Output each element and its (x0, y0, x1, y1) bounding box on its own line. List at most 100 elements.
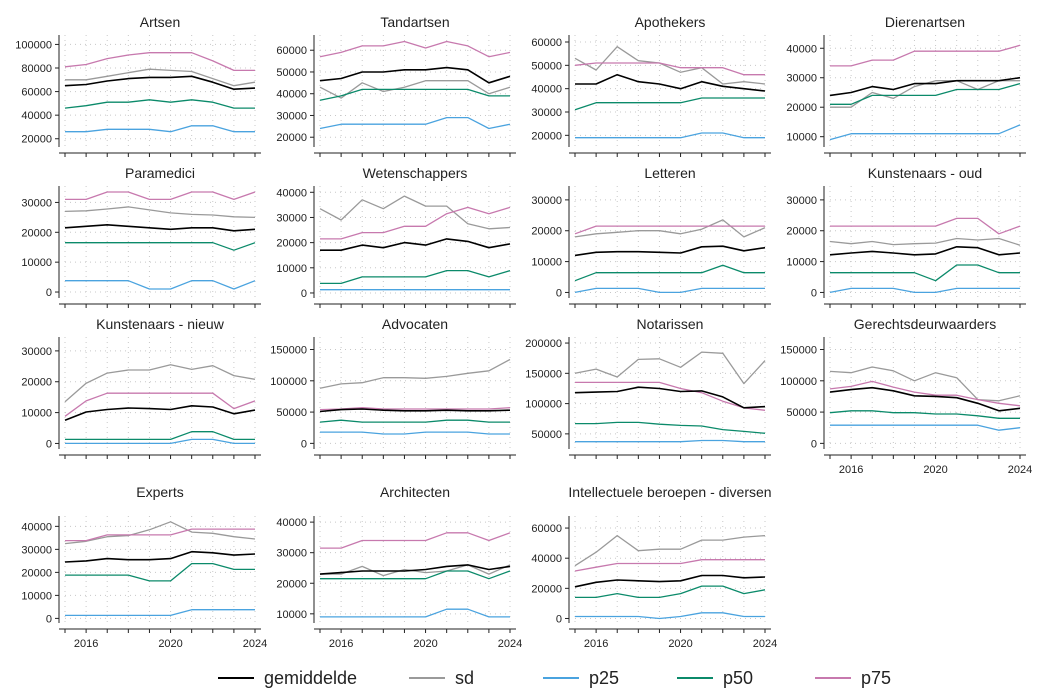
series-line-sd (64, 521, 256, 545)
x-tick-label: 2020 (158, 638, 182, 650)
y-tick-label: 0 (811, 287, 817, 299)
x-tick-label: 2016 (329, 638, 353, 650)
series-line-p50 (64, 99, 255, 109)
y-tick-label: 20000 (531, 583, 562, 595)
series-line-p75 (319, 40, 511, 58)
series-line-p50 (574, 97, 765, 111)
series-line-gemiddelde (829, 76, 1021, 97)
series-line-gemiddelde (64, 404, 256, 422)
panel-title: Experts (136, 484, 183, 500)
series-line-p75 (320, 532, 511, 549)
y-tick-label: 0 (46, 287, 52, 299)
series-line-p50 (575, 585, 766, 599)
panel-intellectuele-beroepen-diversen: Intellectuele beroepen - diversen 0 20000 4… (531, 484, 777, 650)
y-tick-label: 150000 (525, 368, 562, 380)
panel-title: Kunstenaars - oud (868, 165, 982, 181)
y-tick-label: 50000 (276, 407, 307, 419)
y-tick-label: 20000 (21, 377, 52, 389)
y-tick-label: 100000 (525, 399, 562, 411)
panel-architecten: Architecten 10000 20000 30000 40000 2016 2020 2… (276, 484, 522, 650)
series-line-p25 (65, 125, 255, 133)
panel-title: Dierenartsen (885, 14, 965, 30)
legend-item-p50: p50 (677, 668, 753, 688)
series-line-p75 (574, 62, 765, 76)
y-tick-label: 20000 (786, 102, 817, 114)
y-tick-label: 0 (811, 438, 817, 450)
series-line-p75 (574, 559, 765, 572)
series-line-p75 (575, 381, 766, 411)
panel-apothekers: Apothekers 20000 30000 40000 50000 60000 (531, 14, 771, 157)
panel-title: Kunstenaars - nieuw (96, 316, 225, 332)
series-line-p25 (65, 438, 255, 445)
series-line-gemiddelde (829, 386, 1021, 412)
series-line-p75 (574, 225, 765, 235)
series-line-p75 (64, 392, 256, 417)
x-tick-label: 2024 (1008, 464, 1032, 476)
legend-item-sd: sd (409, 668, 474, 688)
series-line-p50 (65, 562, 255, 582)
y-tick-label: 40000 (21, 110, 52, 122)
series-line-sd (65, 68, 256, 87)
series-line-p50 (320, 269, 511, 285)
y-tick-label: 60000 (276, 45, 307, 57)
panel-wetenschappers: Wetenschappers 0 10000 20000 30000 40000 (276, 165, 516, 308)
panel-paramedici: Paramedici 0 10000 20000 30000 (21, 165, 261, 308)
series-line-p25 (575, 132, 765, 139)
legend-item-gemiddelde: gemiddelde (218, 668, 357, 688)
series-line-gemiddelde (64, 224, 256, 232)
series-line-p75 (319, 407, 511, 411)
y-tick-label: 150000 (270, 345, 307, 357)
series-line-gemiddelde (319, 564, 511, 575)
y-tick-label: 40000 (786, 43, 817, 55)
series-line-p75 (64, 52, 255, 72)
y-tick-label: 30000 (21, 346, 52, 358)
y-tick-label: 20000 (276, 238, 307, 250)
series-line-gemiddelde (320, 238, 511, 251)
y-tick-label: 30000 (786, 195, 817, 207)
series-line-p50 (830, 264, 1020, 282)
y-tick-label: 10000 (21, 257, 52, 269)
series-line-sd (829, 366, 1021, 402)
series-line-gemiddelde (64, 550, 256, 563)
panel-title: Paramedici (125, 165, 195, 181)
y-tick-label: 50000 (786, 407, 817, 419)
series-line-sd (64, 364, 256, 403)
y-tick-label: 40000 (276, 517, 307, 529)
series-line-gemiddelde (319, 66, 511, 84)
series-line-p50 (319, 419, 510, 423)
y-tick-label: 10000 (276, 609, 307, 621)
x-tick-label: 2024 (498, 638, 522, 650)
legend-label: p25 (589, 668, 619, 688)
panel-title: Letteren (644, 165, 695, 181)
panel-title: Architecten (380, 484, 450, 500)
y-tick-label: 40000 (531, 84, 562, 96)
y-tick-label: 0 (556, 287, 562, 299)
series-line-gemiddelde (574, 245, 766, 257)
x-tick-label: 2016 (584, 638, 608, 650)
y-tick-label: 100000 (270, 376, 307, 388)
panel-title: Tandartsen (380, 14, 449, 30)
series-line-p50 (320, 570, 511, 580)
panel-kunstenaars-oud: Kunstenaars - oud 0 10000 20000 30000 (786, 165, 1026, 308)
legend: gemiddelde sd p25 p50 p75 (218, 668, 891, 688)
x-tick-label: 2024 (753, 638, 777, 650)
y-tick-label: 30000 (21, 544, 52, 556)
y-tick-label: 0 (556, 613, 562, 625)
y-tick-label: 30000 (531, 195, 562, 207)
y-tick-label: 30000 (276, 110, 307, 122)
x-tick-label: 2020 (668, 638, 692, 650)
y-tick-label: 40000 (276, 187, 307, 199)
series-line-p25 (829, 124, 1021, 141)
series-line-p50 (319, 88, 510, 101)
panel-experts: Experts 0 10000 20000 30000 40000 2016 2020 2024 (21, 484, 267, 650)
panel-title: Apothekers (635, 14, 706, 30)
series-line-p25 (320, 608, 510, 618)
series-line-gemiddelde (64, 75, 256, 90)
panel-gerechtsdeurwaarders: Gerechtsdeurwaarders 0 50000 100000 150000 20… (780, 316, 1032, 476)
y-tick-label: 30000 (531, 107, 562, 119)
series-line-gemiddelde (574, 386, 766, 409)
series-line-p25 (575, 439, 765, 443)
series-line-sd (829, 237, 1021, 246)
series-line-sd (574, 534, 766, 567)
